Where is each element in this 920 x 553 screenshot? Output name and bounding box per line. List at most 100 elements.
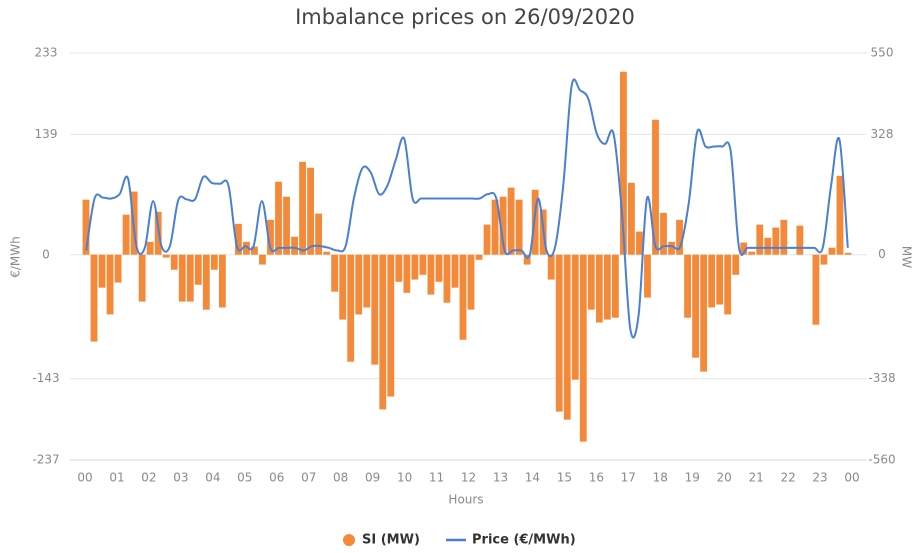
bar bbox=[387, 254, 395, 397]
bar bbox=[724, 254, 732, 315]
x-tick-label: 22 bbox=[780, 471, 795, 485]
bar bbox=[820, 254, 828, 265]
bar bbox=[443, 254, 451, 303]
x-tick-label: 20 bbox=[717, 471, 732, 485]
x-tick-label: 11 bbox=[429, 471, 444, 485]
bar bbox=[644, 254, 651, 298]
x-tick-label: 23 bbox=[812, 471, 827, 485]
bar bbox=[106, 254, 114, 315]
bar bbox=[579, 254, 587, 442]
bar bbox=[218, 254, 226, 308]
bar bbox=[194, 254, 202, 285]
x-tick-label: 10 bbox=[397, 471, 412, 485]
bar bbox=[772, 227, 780, 255]
bar bbox=[716, 254, 724, 305]
bar bbox=[595, 254, 603, 323]
bar bbox=[828, 247, 836, 255]
bar bbox=[499, 196, 507, 255]
bar bbox=[259, 254, 266, 265]
bar bbox=[243, 241, 250, 255]
bar bbox=[403, 254, 411, 293]
bar bbox=[331, 254, 339, 292]
bar bbox=[234, 223, 242, 255]
x-tick-label: 17 bbox=[621, 471, 636, 485]
x-tick-label: 08 bbox=[333, 471, 348, 485]
bar bbox=[628, 182, 635, 255]
bar bbox=[170, 254, 178, 270]
bar bbox=[419, 254, 427, 275]
y-tick-label: -143 bbox=[32, 371, 59, 385]
bar bbox=[523, 254, 531, 265]
bar bbox=[475, 254, 483, 260]
bar bbox=[323, 251, 331, 255]
x-axis-title: Hours bbox=[448, 493, 483, 507]
bar bbox=[668, 241, 675, 255]
bar bbox=[764, 237, 772, 255]
bar bbox=[371, 254, 379, 365]
bar bbox=[467, 254, 475, 310]
x-tick-label: 02 bbox=[141, 471, 156, 485]
chart-title: Imbalance prices on 26/09/2020 bbox=[295, 5, 635, 29]
y-axis-title: €/MWh bbox=[9, 236, 23, 278]
bar bbox=[684, 254, 691, 318]
bar bbox=[82, 199, 90, 255]
bar bbox=[146, 241, 154, 255]
bar bbox=[186, 254, 194, 302]
bar bbox=[636, 231, 643, 255]
bar bbox=[427, 254, 435, 295]
bar bbox=[515, 199, 523, 255]
bar bbox=[363, 254, 371, 308]
bar bbox=[531, 189, 539, 255]
bar bbox=[435, 254, 443, 282]
x-tick-label: 16 bbox=[589, 471, 604, 485]
bar bbox=[251, 246, 258, 255]
bar bbox=[748, 251, 756, 255]
x-tick-label: 00 bbox=[844, 471, 859, 485]
price-line bbox=[85, 78, 849, 339]
x-tick-label: 12 bbox=[461, 471, 476, 485]
x-tick-label: 07 bbox=[301, 471, 316, 485]
bar bbox=[90, 254, 98, 342]
x-tick-label: 14 bbox=[525, 471, 540, 485]
y2-tick-label: 550 bbox=[871, 46, 894, 60]
x-tick-label: 03 bbox=[173, 471, 188, 485]
bar bbox=[347, 254, 355, 362]
y2-tick-label: -560 bbox=[868, 453, 895, 467]
x-tick-label: 21 bbox=[748, 471, 763, 485]
bar bbox=[379, 254, 387, 410]
bar bbox=[708, 254, 716, 308]
bar bbox=[652, 119, 659, 255]
bar bbox=[122, 214, 130, 255]
y2-axis-title: MW bbox=[900, 246, 914, 268]
bar bbox=[299, 161, 306, 255]
bar bbox=[844, 252, 852, 255]
bar bbox=[547, 254, 555, 280]
y-tick-label: 233 bbox=[35, 46, 58, 60]
bar bbox=[491, 199, 499, 255]
bar bbox=[796, 225, 804, 255]
bar bbox=[283, 196, 290, 255]
bar bbox=[162, 254, 170, 258]
bar bbox=[756, 224, 764, 255]
bar bbox=[459, 254, 467, 340]
bar bbox=[210, 254, 218, 270]
legend-label: SI (MW) bbox=[362, 533, 420, 548]
x-tick-label: 09 bbox=[365, 471, 380, 485]
bar bbox=[587, 254, 595, 310]
bar bbox=[740, 242, 748, 255]
y-tick-label: -237 bbox=[32, 453, 59, 467]
bar bbox=[555, 254, 563, 412]
bar bbox=[411, 254, 419, 280]
bar bbox=[339, 254, 347, 320]
y2-tick-label: -338 bbox=[868, 371, 895, 385]
x-tick-label: 06 bbox=[269, 471, 284, 485]
bar bbox=[563, 254, 571, 420]
y-tick-label: 139 bbox=[35, 127, 58, 141]
y2-tick-label: 328 bbox=[871, 127, 894, 141]
bar bbox=[315, 213, 323, 255]
bar bbox=[571, 254, 579, 380]
x-tick-label: 15 bbox=[557, 471, 572, 485]
x-tick-label: 05 bbox=[237, 471, 252, 485]
bar bbox=[267, 219, 274, 255]
